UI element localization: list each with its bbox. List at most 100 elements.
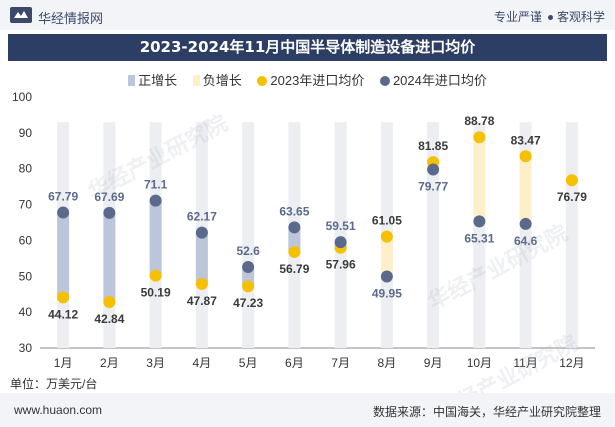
legend-pos-label: 正增长 — [138, 73, 178, 88]
positive-growth-bar — [195, 232, 208, 284]
x-tick-label: 11月 — [513, 356, 537, 370]
legend-2024-label: 2024年进口均价 — [392, 73, 487, 88]
legend-item-neg: 负增长 — [192, 70, 242, 89]
point-2024 — [519, 217, 532, 230]
point-2024 — [334, 236, 347, 249]
data-label-2024: 62.17 — [187, 210, 217, 224]
point-2024 — [195, 226, 208, 239]
legend-neg-swatch-icon — [192, 75, 200, 86]
point-2024 — [149, 194, 162, 207]
point-2023 — [565, 174, 578, 187]
footer-site: www.huaon.com — [14, 403, 103, 417]
huaon-logo-icon — [10, 7, 32, 23]
point-2023 — [288, 245, 301, 258]
background-track — [427, 122, 440, 348]
positive-growth-bar — [57, 212, 70, 298]
data-label-2023: 76.79 — [557, 190, 587, 204]
point-2024 — [427, 163, 440, 176]
point-2023 — [473, 131, 486, 144]
x-tick-label: 1月 — [54, 356, 73, 370]
y-tick-label: 60 — [19, 233, 33, 247]
y-tick-label: 100 — [12, 90, 32, 104]
brand-name: 华经情报网 — [38, 11, 104, 26]
x-tick-label: 7月 — [331, 356, 350, 370]
point-2023 — [242, 280, 255, 293]
data-label-2023: 88.78 — [464, 114, 494, 128]
legend-neg-label: 负增长 — [202, 73, 242, 88]
footer-bar: www.huaon.com 数据来源：中国海关，华经产业研究院整理 — [0, 393, 615, 427]
x-tick-label: 9月 — [424, 356, 443, 370]
background-track — [565, 122, 578, 348]
separator-dot-icon — [547, 14, 553, 20]
unit-label: 单位：万美元/台 — [10, 377, 98, 391]
legend-2023-label: 2023年进口均价 — [270, 73, 365, 88]
data-label-2023: 83.47 — [511, 133, 541, 147]
x-tick-label: 2月 — [100, 356, 119, 370]
legend-item-pos: 正增长 — [128, 70, 177, 89]
point-2024 — [57, 206, 70, 219]
legend-2024-dot-icon — [379, 76, 390, 86]
y-tick-label: 80 — [19, 162, 33, 176]
data-label-2024: 59.51 — [326, 219, 356, 233]
y-tick-label: 40 — [19, 305, 33, 319]
legend-item-2024: 2024年进口均价 — [379, 70, 487, 89]
positive-growth-bar — [103, 212, 116, 302]
data-label-2023: 47.23 — [233, 296, 263, 310]
data-label-2023: 57.96 — [326, 258, 356, 272]
data-label-2024: 49.95 — [372, 286, 402, 300]
chart-title: 2023-2024年11月中国半导体制造设备进口均价 — [8, 34, 607, 61]
x-tick-label: 10月 — [467, 356, 492, 370]
negative-growth-bar — [519, 156, 532, 224]
point-2024 — [473, 215, 486, 228]
data-label-2024: 63.65 — [279, 204, 309, 218]
footer-source: 数据来源：中国海关，华经产业研究院整理 — [372, 405, 601, 419]
point-2023 — [380, 230, 393, 243]
background-track — [334, 122, 347, 348]
data-label-2023: 42.84 — [94, 312, 124, 326]
data-label-2024: 79.77 — [418, 180, 448, 194]
x-tick-label: 3月 — [146, 356, 165, 370]
slogan-left: 专业严谨 — [493, 10, 542, 24]
data-label-2024: 64.6 — [514, 234, 538, 248]
point-2023 — [103, 295, 116, 308]
y-tick-label: 90 — [19, 126, 33, 140]
data-label-2023: 56.79 — [279, 262, 309, 276]
chart-legend: 正增长 负增长 2023年进口均价 2024年进口均价 — [0, 70, 615, 90]
data-label-2024: 71.1 — [144, 178, 168, 192]
data-label-2024: 52.6 — [236, 244, 260, 258]
x-tick-label: 6月 — [285, 356, 304, 370]
negative-growth-bar — [380, 236, 393, 277]
point-2024 — [242, 260, 255, 273]
positive-growth-bar — [288, 227, 301, 252]
background-track — [242, 122, 255, 348]
slogan-right: 客观科学 — [556, 10, 605, 24]
point-2023 — [195, 277, 208, 290]
legend-item-2023: 2023年进口均价 — [257, 70, 364, 89]
point-2023 — [57, 291, 70, 304]
point-2023 — [519, 150, 532, 163]
positive-growth-bar — [149, 200, 162, 276]
legend-pos-swatch-icon — [128, 75, 136, 86]
point-2023 — [149, 269, 162, 282]
x-tick-label: 4月 — [193, 356, 212, 370]
point-2024 — [103, 206, 116, 219]
data-label-2024: 65.31 — [464, 231, 494, 245]
x-tick-label: 8月 — [378, 356, 397, 370]
data-label-2023: 81.85 — [418, 139, 448, 153]
legend-2023-dot-icon — [257, 76, 268, 86]
slogan: 专业严谨 客观科学 — [494, 8, 605, 25]
y-tick-label: 50 — [19, 269, 33, 283]
data-label-2024: 67.79 — [48, 189, 78, 203]
y-tick-label: 30 — [19, 341, 33, 355]
header-bar: 华经情报网 专业严谨 客观科学 — [0, 0, 615, 30]
point-2024 — [380, 270, 393, 283]
negative-growth-bar — [473, 137, 486, 222]
data-label-2023: 61.05 — [372, 214, 402, 228]
x-tick-label: 5月 — [239, 356, 258, 370]
y-tick-label: 70 — [19, 198, 33, 212]
data-label-2023: 50.19 — [141, 286, 171, 300]
x-tick-label: 12月 — [559, 356, 584, 370]
data-label-2023: 47.87 — [187, 294, 217, 308]
point-2024 — [288, 221, 301, 234]
